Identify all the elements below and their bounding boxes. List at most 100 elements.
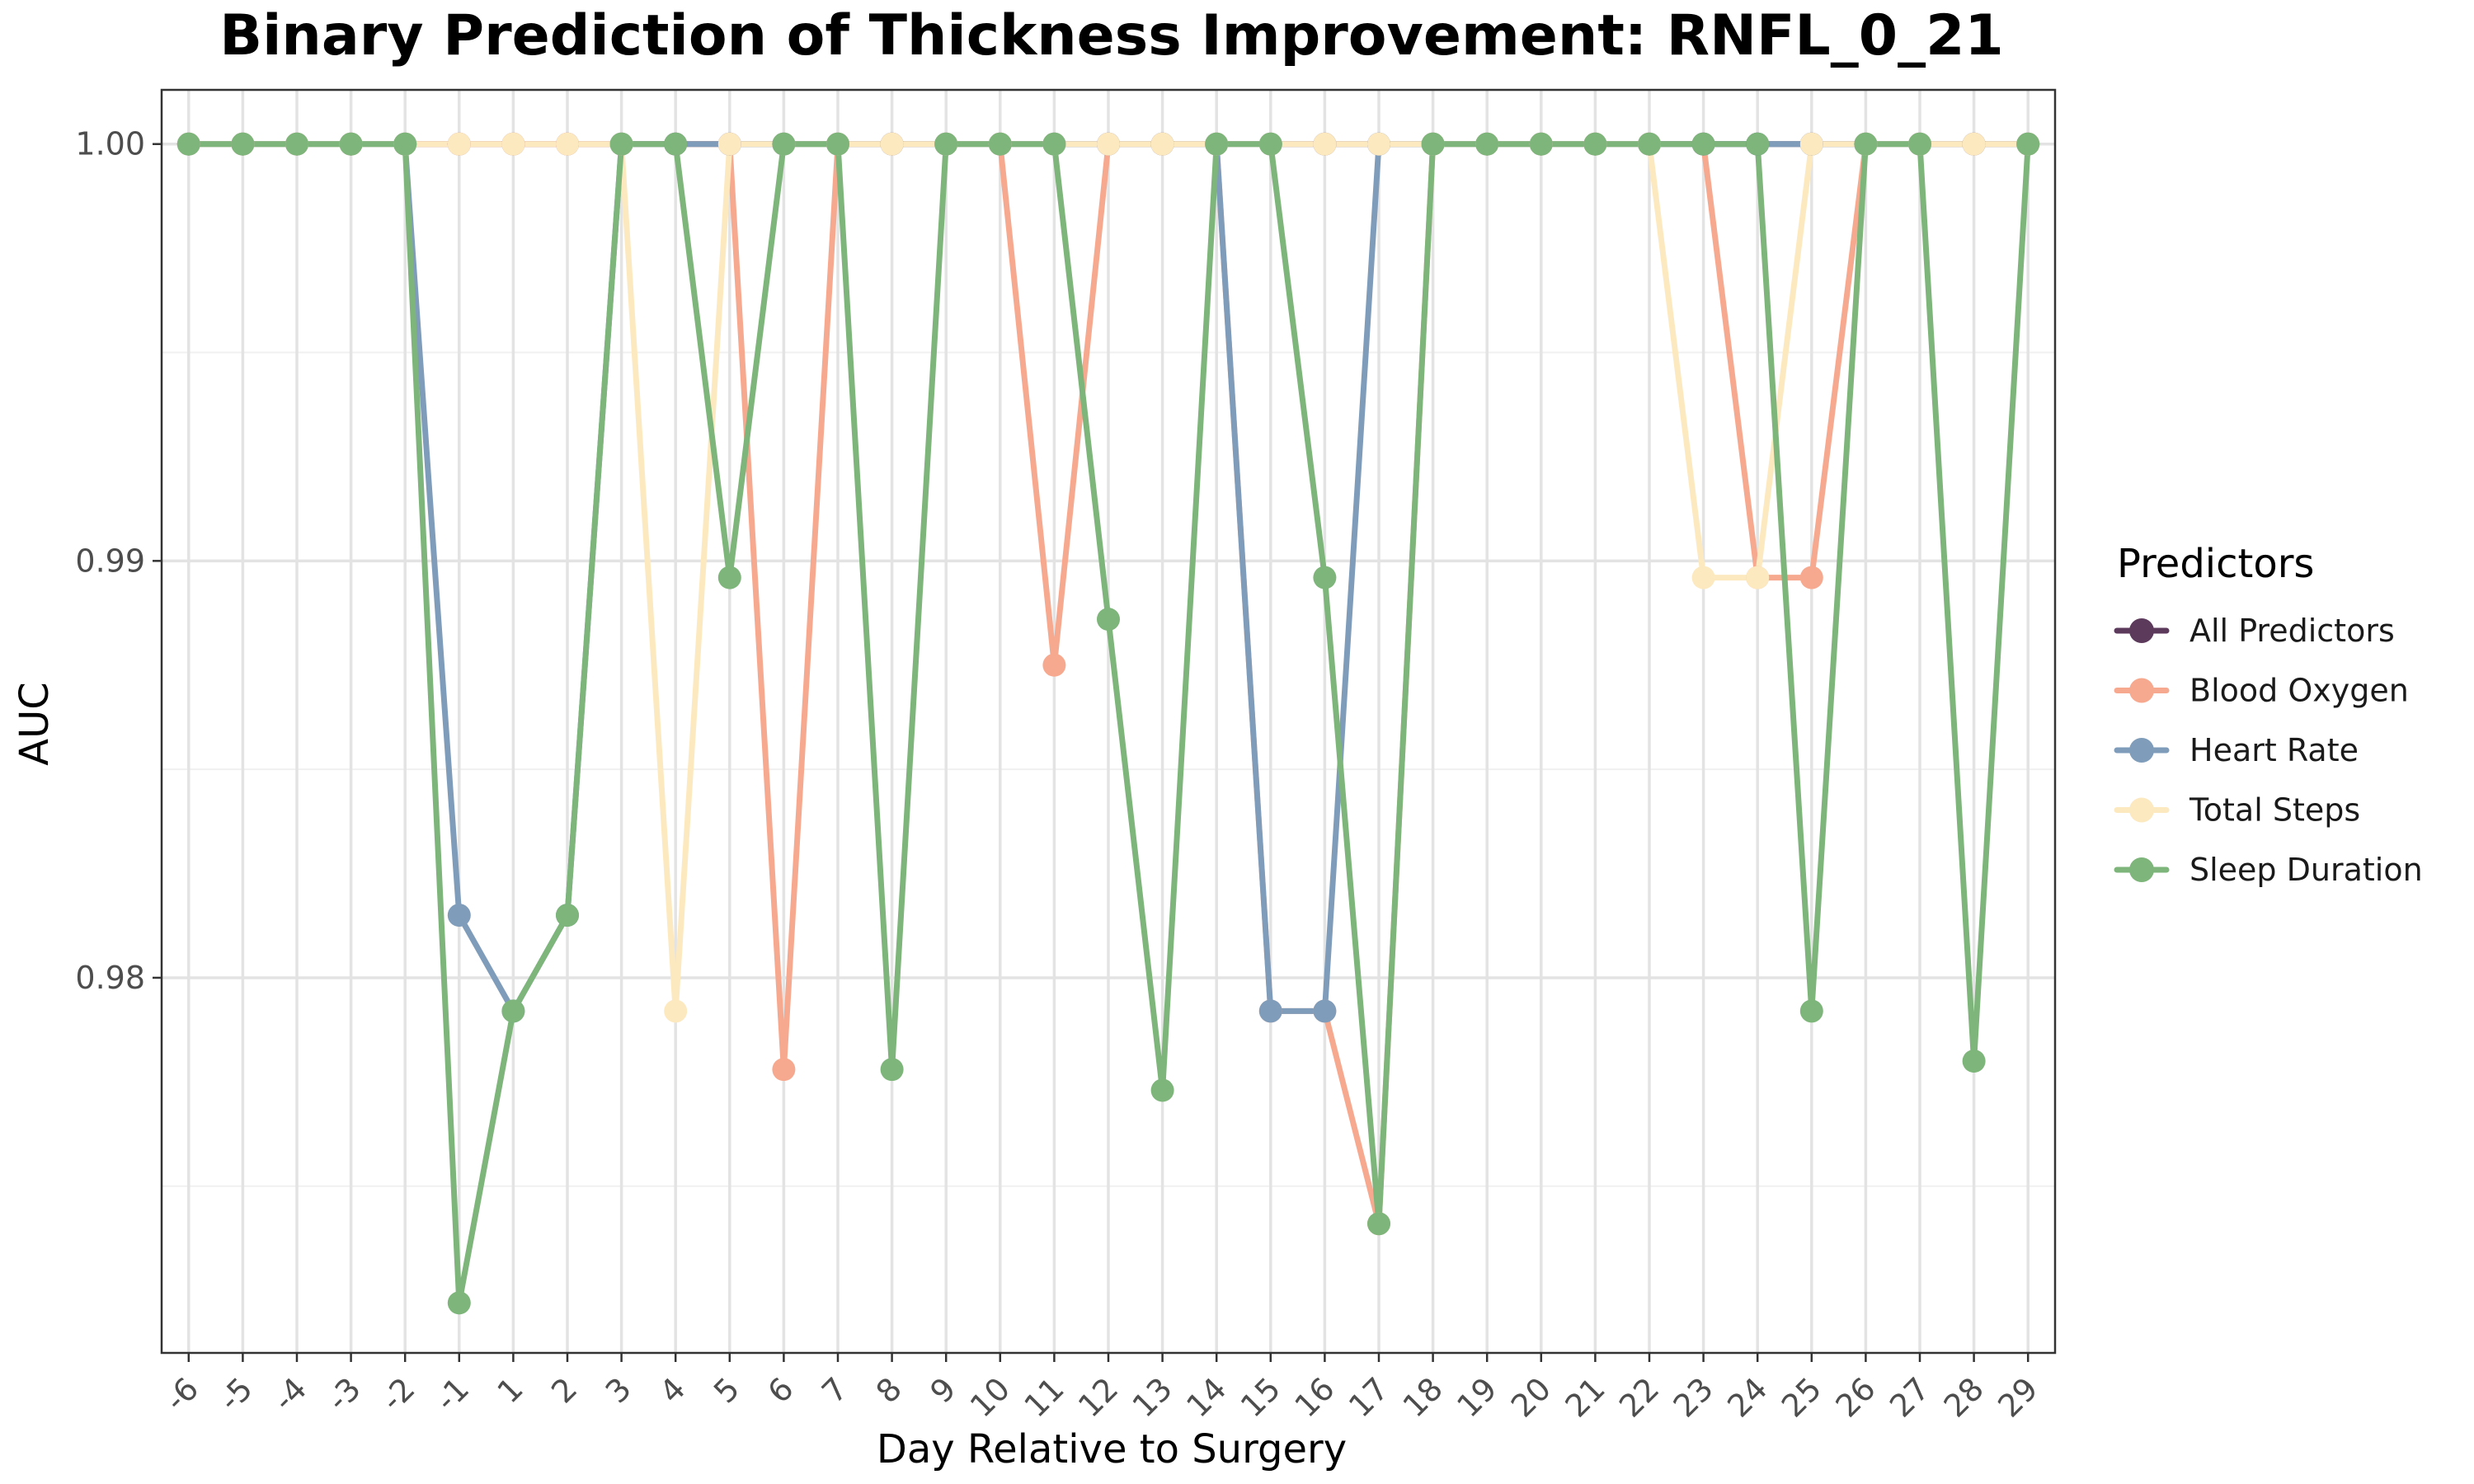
data-point-sleep-duration [1150,1078,1174,1102]
data-point-blood-oxygen [772,1058,796,1082]
data-point-sleep-duration [717,566,741,589]
data-point-sleep-duration [501,999,525,1023]
y-tick-label: 1.00 [75,126,145,162]
legend-label-blood-oxygen: Blood Oxygen [2189,673,2409,709]
y-axis-title: AUC [12,682,58,765]
data-point-sleep-duration [1205,132,1229,156]
data-point-sleep-duration [1258,132,1282,156]
x-tick-label: 13 [1126,1370,1179,1424]
x-tick-label: 9 [923,1370,962,1410]
data-point-total-steps [447,132,471,156]
data-point-total-steps [1746,566,1770,589]
data-point-total-steps [717,132,741,156]
x-tick-label: 4 [652,1370,692,1410]
x-tick-label: 28 [1937,1370,1991,1424]
x-tick-label: 18 [1396,1370,1450,1424]
data-point-heart-rate [1313,999,1337,1023]
x-tick-label: 11 [1017,1370,1070,1424]
legend-label-all-predictors: All Predictors [2189,613,2395,649]
x-tick-label: 2 [544,1370,584,1410]
data-point-sleep-duration [1691,132,1715,156]
data-point-heart-rate [1258,999,1282,1023]
data-point-total-steps [501,132,525,156]
x-tick-label: 6 [761,1370,801,1410]
legend-key-point-blood-oxygen [2129,678,2154,703]
x-tick-label: 29 [1991,1370,2044,1424]
legend-title: Predictors [2117,541,2314,587]
y-tick-label: 0.99 [75,542,145,579]
x-tick-label: 7 [815,1370,854,1410]
data-point-sleep-duration [1746,132,1770,156]
legend-key-point-all-predictors [2129,618,2154,643]
x-tick-label: 14 [1179,1370,1233,1424]
data-point-total-steps [1367,132,1390,156]
x-tick-label: 25 [1775,1370,1828,1424]
x-tick-label: 24 [1720,1370,1774,1424]
x-tick-label: 3 [599,1370,638,1410]
data-point-sleep-duration [285,132,308,156]
data-point-sleep-duration [339,132,363,156]
data-point-sleep-duration [393,132,417,156]
x-tick-label: 23 [1667,1370,1720,1424]
plot-panel: 0.980.991.00-6 -5 -4 -3 -2 -1 1 2 3 4 5 6 7 8 9 10 11 12 1… [75,88,2057,1425]
x-tick-label: 16 [1287,1370,1341,1424]
x-tick-label: -4 [266,1370,313,1418]
legend-label-heart-rate: Heart Rate [2189,732,2359,768]
legend-key-point-total-steps [2129,797,2154,823]
y-tick-label: 0.98 [75,960,145,996]
data-point-sleep-duration [772,132,796,156]
x-tick-label: 17 [1342,1370,1395,1424]
data-point-sleep-duration [1097,608,1120,632]
data-point-total-steps [664,999,688,1023]
data-point-total-steps [1799,132,1823,156]
legend-label-total-steps: Total Steps [2189,792,2360,829]
x-tick-label: 8 [869,1370,909,1410]
data-point-sleep-duration [1908,132,1931,156]
data-point-sleep-duration [1854,132,1878,156]
data-point-total-steps [1097,132,1120,156]
data-point-sleep-duration [1042,132,1066,156]
data-point-sleep-duration [1962,1050,1986,1073]
data-point-total-steps [1691,566,1715,589]
data-point-sleep-duration [1475,132,1499,156]
data-point-sleep-duration [447,1291,471,1315]
x-tick-label: 22 [1612,1370,1666,1424]
x-tick-label: -6 [158,1370,205,1418]
data-point-sleep-duration [2016,132,2040,156]
data-point-total-steps [1313,132,1337,156]
legend-key-point-heart-rate [2129,738,2154,763]
x-tick-label: 21 [1558,1370,1611,1424]
data-point-sleep-duration [1799,999,1823,1023]
data-point-sleep-duration [988,132,1012,156]
data-point-total-steps [1150,132,1174,156]
data-point-sleep-duration [1367,1212,1390,1236]
data-point-sleep-duration [231,132,255,156]
data-point-sleep-duration [880,1058,904,1082]
data-point-total-steps [1962,132,1986,156]
data-point-sleep-duration [1583,132,1607,156]
data-point-sleep-duration [609,132,633,156]
data-point-heart-rate [447,904,471,928]
x-tick-label: 26 [1828,1370,1882,1424]
x-tick-label: 27 [1883,1370,1936,1424]
x-axis-title: Day Relative to Surgery [877,1426,1347,1472]
data-point-sleep-duration [1313,566,1337,589]
data-point-total-steps [556,132,579,156]
data-point-sleep-duration [934,132,958,156]
data-point-total-steps [880,132,904,156]
chart-title: Binary Prediction of Thickness Improveme… [219,3,2003,68]
x-tick-label: 20 [1504,1370,1558,1424]
x-tick-label: 5 [707,1370,746,1410]
x-tick-label: 10 [963,1370,1017,1424]
data-point-sleep-duration [176,132,200,156]
x-tick-label: 19 [1450,1370,1503,1424]
data-point-sleep-duration [1638,132,1661,156]
data-point-sleep-duration [826,132,849,156]
x-tick-label: 12 [1071,1370,1125,1424]
data-point-sleep-duration [1421,132,1445,156]
legend-key-point-sleep-duration [2129,857,2154,882]
data-point-sleep-duration [664,132,688,156]
data-point-blood-oxygen [1042,653,1066,677]
